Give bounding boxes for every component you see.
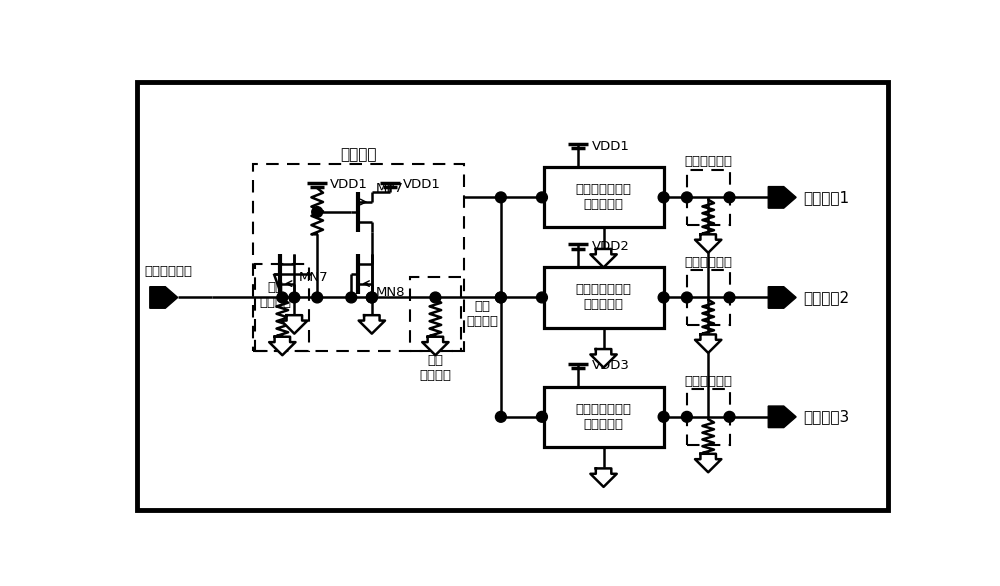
Text: 升压电路: 升压电路 xyxy=(340,148,377,162)
Text: 第一
下拉电路: 第一 下拉电路 xyxy=(467,300,499,328)
Text: MN8: MN8 xyxy=(376,287,406,299)
Text: 复位信号1: 复位信号1 xyxy=(803,190,849,205)
Text: VDD1: VDD1 xyxy=(592,140,629,153)
Circle shape xyxy=(277,292,288,303)
Text: 复位信号3: 复位信号3 xyxy=(803,409,849,424)
Circle shape xyxy=(289,292,300,303)
Text: 带阈值电压检测
的延迟电路: 带阈值电压检测 的延迟电路 xyxy=(576,403,632,431)
Circle shape xyxy=(312,292,323,303)
Text: MP7: MP7 xyxy=(376,182,404,195)
Circle shape xyxy=(681,411,692,422)
Polygon shape xyxy=(422,337,449,355)
Text: VDD1: VDD1 xyxy=(403,178,441,192)
Circle shape xyxy=(366,292,377,303)
Text: 带阈值电压检测
的延迟电路: 带阈值电压检测 的延迟电路 xyxy=(576,183,632,212)
Bar xyxy=(253,164,464,350)
Circle shape xyxy=(312,207,323,217)
Circle shape xyxy=(537,192,547,203)
Bar xyxy=(544,387,664,447)
Polygon shape xyxy=(695,234,721,253)
Circle shape xyxy=(658,292,669,303)
Text: 外部复位信号: 外部复位信号 xyxy=(144,265,192,278)
Circle shape xyxy=(430,292,441,303)
Circle shape xyxy=(495,411,506,422)
Polygon shape xyxy=(695,335,721,353)
Circle shape xyxy=(495,292,506,303)
Text: 第二下拉电路: 第二下拉电路 xyxy=(684,375,732,388)
Polygon shape xyxy=(150,287,178,308)
Polygon shape xyxy=(590,249,617,267)
Circle shape xyxy=(495,292,506,303)
Polygon shape xyxy=(695,454,721,472)
Circle shape xyxy=(658,411,669,422)
Text: VDD1: VDD1 xyxy=(330,178,368,192)
Bar xyxy=(687,170,730,225)
Text: VDD2: VDD2 xyxy=(592,240,629,253)
Circle shape xyxy=(346,292,357,303)
Circle shape xyxy=(681,292,692,303)
Circle shape xyxy=(495,192,506,203)
Text: VDD3: VDD3 xyxy=(592,359,629,372)
Circle shape xyxy=(537,411,547,422)
Circle shape xyxy=(724,192,735,203)
Bar xyxy=(687,270,730,325)
Text: 复位信号2: 复位信号2 xyxy=(803,290,849,305)
Text: 带阈值电压检测
的延迟电路: 带阈值电压检测 的延迟电路 xyxy=(576,284,632,312)
Circle shape xyxy=(724,411,735,422)
Polygon shape xyxy=(281,315,308,333)
Polygon shape xyxy=(590,468,617,487)
Circle shape xyxy=(537,292,547,303)
Bar xyxy=(687,389,730,445)
Text: 第三
下拉电路: 第三 下拉电路 xyxy=(260,281,292,309)
Text: MN7: MN7 xyxy=(299,271,328,284)
Circle shape xyxy=(658,192,669,203)
Text: 第一
下拉电路: 第一 下拉电路 xyxy=(419,353,451,381)
Text: 第二下拉电路: 第二下拉电路 xyxy=(684,255,732,268)
Polygon shape xyxy=(768,406,796,428)
Circle shape xyxy=(724,292,735,303)
Circle shape xyxy=(681,192,692,203)
Polygon shape xyxy=(768,287,796,308)
Bar xyxy=(410,277,461,350)
Bar xyxy=(544,267,664,328)
Text: 第二下拉电路: 第二下拉电路 xyxy=(684,155,732,168)
Bar xyxy=(544,168,664,227)
Polygon shape xyxy=(269,337,296,355)
Circle shape xyxy=(366,292,377,303)
Polygon shape xyxy=(768,186,796,208)
Polygon shape xyxy=(359,315,385,333)
Polygon shape xyxy=(590,349,617,367)
Bar xyxy=(255,264,309,350)
